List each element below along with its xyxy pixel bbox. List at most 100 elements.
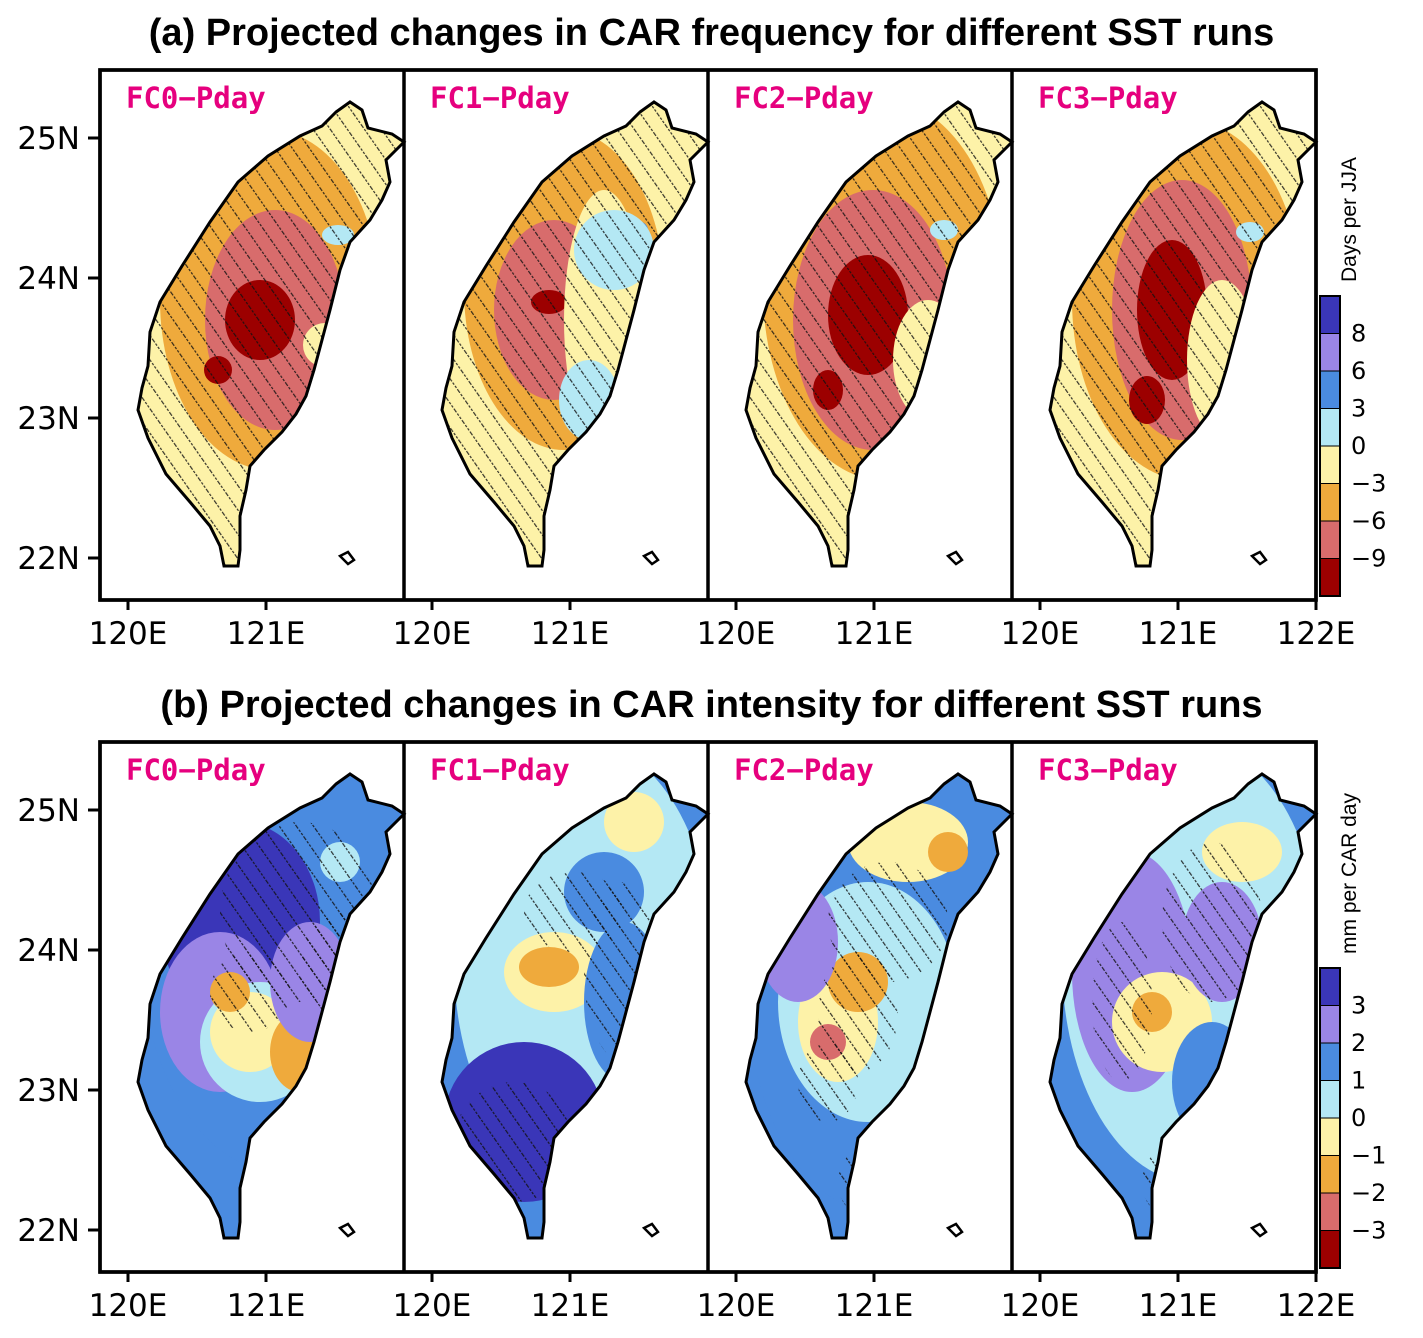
island-outline-a-0 (136, 100, 407, 568)
significance-hatch-b-2-3 (838, 1152, 878, 1212)
lon-label-b-0: 120E (89, 1288, 168, 1324)
lat-label-a-3: 22N (17, 541, 80, 577)
colorbar-b-label-0: 3 (1351, 992, 1366, 1020)
island-outline-b-2 (744, 772, 1015, 1240)
colorbar-a-swatch-4 (1319, 445, 1341, 484)
colorbar-b-swatch-2 (1319, 1042, 1341, 1081)
lon-label-a-1: 121E (227, 616, 306, 652)
lon-label-b-5: 121E (835, 1288, 914, 1324)
panel-b-0: FC0−Pday (126, 753, 407, 1240)
significance-hatch-b-3-2 (1142, 1152, 1182, 1212)
colorbar-a-title: Days per JJA (1338, 157, 1361, 282)
colorbar-a-label-3: 0 (1351, 432, 1366, 460)
colorbar-a-swatch-3 (1319, 408, 1341, 447)
island-outline-b-3 (1048, 772, 1319, 1240)
panel-b-3: FC3−Pday (1038, 753, 1319, 1240)
field-contour-b-1-5 (604, 792, 664, 852)
frame-top-a (98, 68, 1318, 602)
colorbar-b-swatch-7 (1319, 1230, 1341, 1269)
lon-label-a-5: 121E (835, 616, 914, 652)
island-outline-a-2 (744, 100, 1015, 568)
colorbar-a-label-0: 8 (1351, 320, 1366, 348)
colorbar-a-label-4: −3 (1351, 470, 1386, 498)
colorbar-a-swatch-7 (1319, 558, 1341, 597)
colorbar-b-swatch-6 (1319, 1192, 1341, 1231)
colorbar-b-frame (1319, 967, 1341, 1269)
title-frequency: (a) Projected changes in CAR frequency f… (148, 12, 1275, 54)
colorbar-a-frame (1319, 295, 1341, 597)
islet-outline-b-3 (1249, 1222, 1268, 1238)
lon-label-b-6: 120E (1001, 1288, 1080, 1324)
island-outline-a-1 (440, 100, 711, 568)
colorbar-a-swatch-5 (1319, 483, 1341, 522)
islet-outline-b-0 (337, 1222, 356, 1238)
panel-label-b-1: FC1−Pday (430, 753, 570, 787)
colorbar-a-label-2: 3 (1351, 395, 1366, 423)
significance-hatch-b-1-2 (524, 872, 624, 952)
islet-outline-a-1 (641, 550, 660, 566)
title-intensity: (b) Projected changes in CAR intensity f… (160, 684, 1263, 726)
panel-label-a-2: FC2−Pday (734, 81, 874, 115)
colorbar-b-label-4: −1 (1351, 1142, 1386, 1170)
significance-hatch-a-1 (442, 102, 708, 566)
field-a-1 (442, 102, 708, 566)
field-a-3 (1050, 102, 1316, 566)
colorbar-a-label-5: −6 (1351, 507, 1386, 535)
lon-label-a-3: 121E (531, 616, 610, 652)
colorbar-a-label-1: 6 (1351, 357, 1366, 385)
colorbar-b-label-5: −2 (1351, 1179, 1386, 1207)
panel-label-b-3: FC3−Pday (1038, 753, 1178, 787)
colorbar-b-label-3: 0 (1351, 1104, 1366, 1132)
panel-b-2: FC2−Pday (734, 753, 1015, 1240)
lat-label-a-1: 24N (17, 261, 80, 297)
islet-outline-b-1 (641, 1222, 660, 1238)
field-b-0 (138, 774, 404, 1238)
lon-label-a-6: 120E (1001, 616, 1080, 652)
significance-hatch-a-0 (138, 102, 404, 566)
lon-label-a-2: 120E (393, 616, 472, 652)
colorbar-b-label-1: 2 (1351, 1029, 1366, 1057)
islet-outline-a-0 (337, 550, 356, 566)
field-a-2 (746, 102, 1012, 566)
island-outline-b-0 (136, 772, 407, 1240)
islet-outline-b-2 (945, 1222, 964, 1238)
lon-label-a-7: 121E (1139, 616, 1218, 652)
colorbar-b-swatch-4 (1319, 1117, 1341, 1156)
lon-label-b-3: 121E (531, 1288, 610, 1324)
colorbar-b-label-6: −3 (1351, 1217, 1386, 1245)
lon-label-b-7: 121E (1139, 1288, 1218, 1324)
lat-label-b-0: 25N (17, 793, 80, 829)
panel-a-2: FC2−Pday (734, 81, 1015, 568)
lon-label-a-4: 120E (697, 616, 776, 652)
lat-label-b-3: 22N (17, 1213, 80, 1249)
field-b-1 (442, 774, 708, 1238)
lon-label-a-8: 122E (1277, 616, 1356, 652)
frame-top-b (98, 740, 1318, 1274)
panel-a-0: FC0−Pday (126, 81, 407, 568)
colorbar-a-swatch-6 (1319, 520, 1341, 559)
significance-hatch-b-3-1 (1092, 922, 1152, 1082)
colorbar-b-swatch-5 (1319, 1155, 1341, 1194)
field-contour-b-2-7 (918, 1042, 978, 1122)
panel-label-a-1: FC1−Pday (430, 81, 570, 115)
lon-label-b-1: 121E (227, 1288, 306, 1324)
field-b-3 (1050, 774, 1316, 1238)
lat-label-a-2: 23N (17, 401, 80, 437)
panel-label-a-3: FC3−Pday (1038, 81, 1178, 115)
colorbar-a-swatch-2 (1319, 370, 1341, 409)
lon-label-b-2: 120E (393, 1288, 472, 1324)
panel-label-b-0: FC0−Pday (126, 753, 266, 787)
lat-label-b-2: 23N (17, 1073, 80, 1109)
lon-label-b-8: 122E (1277, 1288, 1356, 1324)
colorbar-b-title: mm per CAR day (1338, 792, 1361, 954)
significance-hatch-b-2-2 (798, 1042, 858, 1122)
panel-label-b-2: FC2−Pday (734, 753, 874, 787)
significance-hatch-b-2-1 (818, 952, 898, 1072)
colorbar-b-label-2: 1 (1351, 1067, 1366, 1095)
colorbar-a-swatch-0 (1319, 295, 1341, 334)
panel-b-1: FC1−Pday (430, 753, 711, 1240)
colorbar-b-swatch-0 (1319, 967, 1341, 1006)
significance-hatch-a-2 (746, 102, 1012, 566)
significance-hatch-b-0-2 (300, 912, 380, 1032)
